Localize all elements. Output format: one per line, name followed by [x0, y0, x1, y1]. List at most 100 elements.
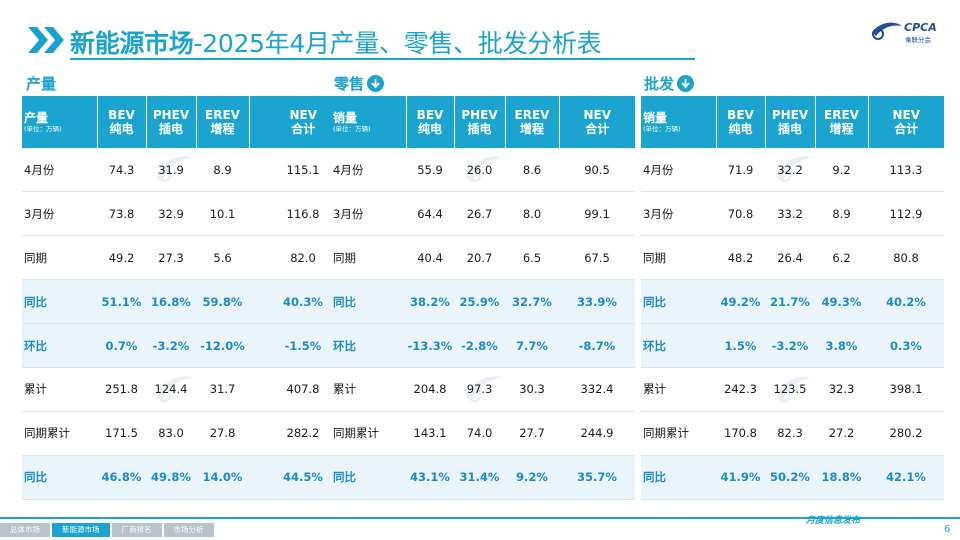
section-title-retail: 零售: [334, 73, 385, 94]
table-cell: 59.8%: [196, 279, 249, 325]
row-label: 同比: [331, 455, 406, 500]
table-cell: 32.9: [146, 191, 196, 237]
table-cell: 32.3: [815, 367, 868, 412]
unit-note: (单位：万辆): [24, 124, 62, 133]
table-cell: 242.3: [716, 367, 765, 412]
table-row: 同比 43.1% 31.4% 9.2% 35.7%: [331, 455, 635, 500]
table-cell: 99.1: [559, 191, 635, 237]
table-cell: 71.9: [716, 148, 765, 193]
table-row: 同期 48.2 26.4 6.2 80.8: [641, 235, 944, 281]
down-arrow-icon: [367, 75, 385, 92]
cpca-logo: CPCA: [872, 21, 937, 40]
footer-tab[interactable]: 厂商排名: [111, 523, 162, 537]
footer-tab[interactable]: 总体市场: [0, 523, 50, 537]
table-row: 3月份 64.4 26.7 8.0 99.1: [331, 191, 635, 237]
table-cell: 90.5: [559, 148, 635, 193]
table-wholesale: 销量 (单位：万辆) BEV 纯电 PHEV 插电 EREV 增程 NEV 合计 4月份 71.9 32…: [641, 96, 944, 500]
table-cell: 27.8: [196, 411, 249, 456]
column-header-top: EREV: [824, 108, 859, 122]
section-title-text: 产量: [26, 75, 57, 93]
table-cell: 31.7: [196, 367, 249, 412]
column-header-bottom: 合计: [291, 122, 316, 136]
table-cell: 143.1: [406, 411, 454, 456]
column-header: BEV 纯电: [716, 96, 766, 148]
table-cell: 332.4: [559, 367, 635, 412]
table-cell: 30.3: [505, 367, 559, 412]
section-title-text: 批发: [644, 75, 675, 93]
table-cell: 112.9: [868, 191, 944, 237]
column-header: PHEV 插电: [146, 96, 197, 148]
table-row: 3月份 73.8 32.9 10.1 116.8: [22, 191, 357, 237]
table-cell: 31.4%: [454, 455, 505, 500]
table-row: 环比 -13.3% -2.8% 7.7% -8.7%: [331, 323, 635, 368]
row-label-header-text: 销量: [643, 110, 668, 125]
unit-note: (单位：万辆): [643, 124, 681, 133]
table-row: 同比 51.1% 16.8% 59.8% 40.3%: [22, 279, 357, 325]
page-title-bold: 新能源市场: [70, 29, 194, 58]
table-cell: 40.2%: [868, 279, 944, 325]
column-header-bottom: 合计: [585, 122, 610, 136]
table-cell: 82.3: [765, 411, 815, 456]
table-cell: 49.3%: [815, 279, 868, 325]
row-label-header: 销量 (单位：万辆): [331, 96, 407, 148]
table-cell: 48.2: [716, 235, 765, 281]
table-cell: 33.9%: [559, 279, 635, 325]
table-row: 4月份 55.9 26.0 8.6 90.5: [331, 148, 635, 193]
row-label: 3月份: [331, 191, 406, 237]
row-label: 环比: [331, 323, 406, 368]
title-underline: [70, 58, 695, 60]
table-cell: 7.7%: [505, 323, 559, 368]
table-cell: 43.1%: [406, 455, 454, 500]
page-title-rest: -2025年4月产量、零售、批发分析表: [193, 29, 602, 58]
row-label: 同比: [22, 279, 97, 325]
row-label-header-text: 产量: [24, 110, 49, 125]
row-label-header: 产量 (单位：万辆): [22, 96, 98, 148]
row-label: 累计: [331, 367, 406, 412]
table-cell: 8.9: [815, 191, 868, 237]
row-label: 3月份: [22, 191, 97, 237]
table-cell: 20.7: [454, 235, 505, 281]
unit-note: (单位：万辆): [333, 124, 371, 133]
table-cell: 26.0: [454, 148, 505, 193]
row-label: 4月份: [641, 148, 716, 193]
table-cell: 41.9%: [716, 455, 765, 500]
table-cell: 0.7%: [97, 323, 146, 368]
table-cell: 97.3: [454, 367, 505, 412]
column-header: NEV 合计: [868, 96, 944, 148]
table-cell: 204.8: [406, 367, 454, 412]
table-cell: 25.9%: [454, 279, 505, 325]
watermark-icon: [156, 376, 193, 403]
column-header: BEV 纯电: [406, 96, 455, 148]
table-cell: 42.1%: [868, 455, 944, 500]
table-row: 同期 40.4 20.7 6.5 67.5: [331, 235, 635, 281]
table-cell: 280.2: [868, 411, 944, 456]
table-row: 同比 49.2% 21.7% 49.3% 40.2%: [641, 279, 944, 325]
table-cell: 16.8%: [146, 279, 196, 325]
table-cell: 70.8: [716, 191, 765, 237]
table-cell: 113.3: [868, 148, 944, 193]
row-label: 同期: [331, 235, 406, 281]
table-cell: 33.2: [765, 191, 815, 237]
table-cell: 31.9: [146, 148, 196, 193]
section-title-production: 产量: [26, 73, 56, 94]
row-label: 同期: [22, 235, 97, 281]
table-cell: 49.2: [97, 235, 146, 281]
column-header-top: NEV: [892, 108, 921, 122]
column-header-top: BEV: [108, 108, 135, 122]
table-cell: 244.9: [559, 411, 635, 456]
column-header-top: NEV: [583, 108, 612, 122]
column-header: PHEV 插电: [454, 96, 506, 148]
row-label: 同期累计: [331, 411, 406, 456]
column-header: EREV 增程: [505, 96, 560, 148]
column-header-top: PHEV: [771, 108, 809, 122]
footer-tab[interactable]: 新能源市场: [52, 523, 110, 537]
table-cell: 398.1: [868, 367, 944, 412]
column-header: NEV 合计: [559, 96, 635, 148]
table-row: 环比 0.7% -3.2% -12.0% -1.5%: [22, 323, 357, 368]
table-row: 同期累计 143.1 74.0 27.7 244.9: [331, 411, 635, 456]
table-cell: -3.2%: [146, 323, 196, 368]
footer-tab[interactable]: 市场分析: [163, 523, 214, 537]
row-label: 同比: [641, 455, 716, 500]
row-label: 累计: [641, 367, 716, 412]
table-cell: -13.3%: [406, 323, 454, 368]
